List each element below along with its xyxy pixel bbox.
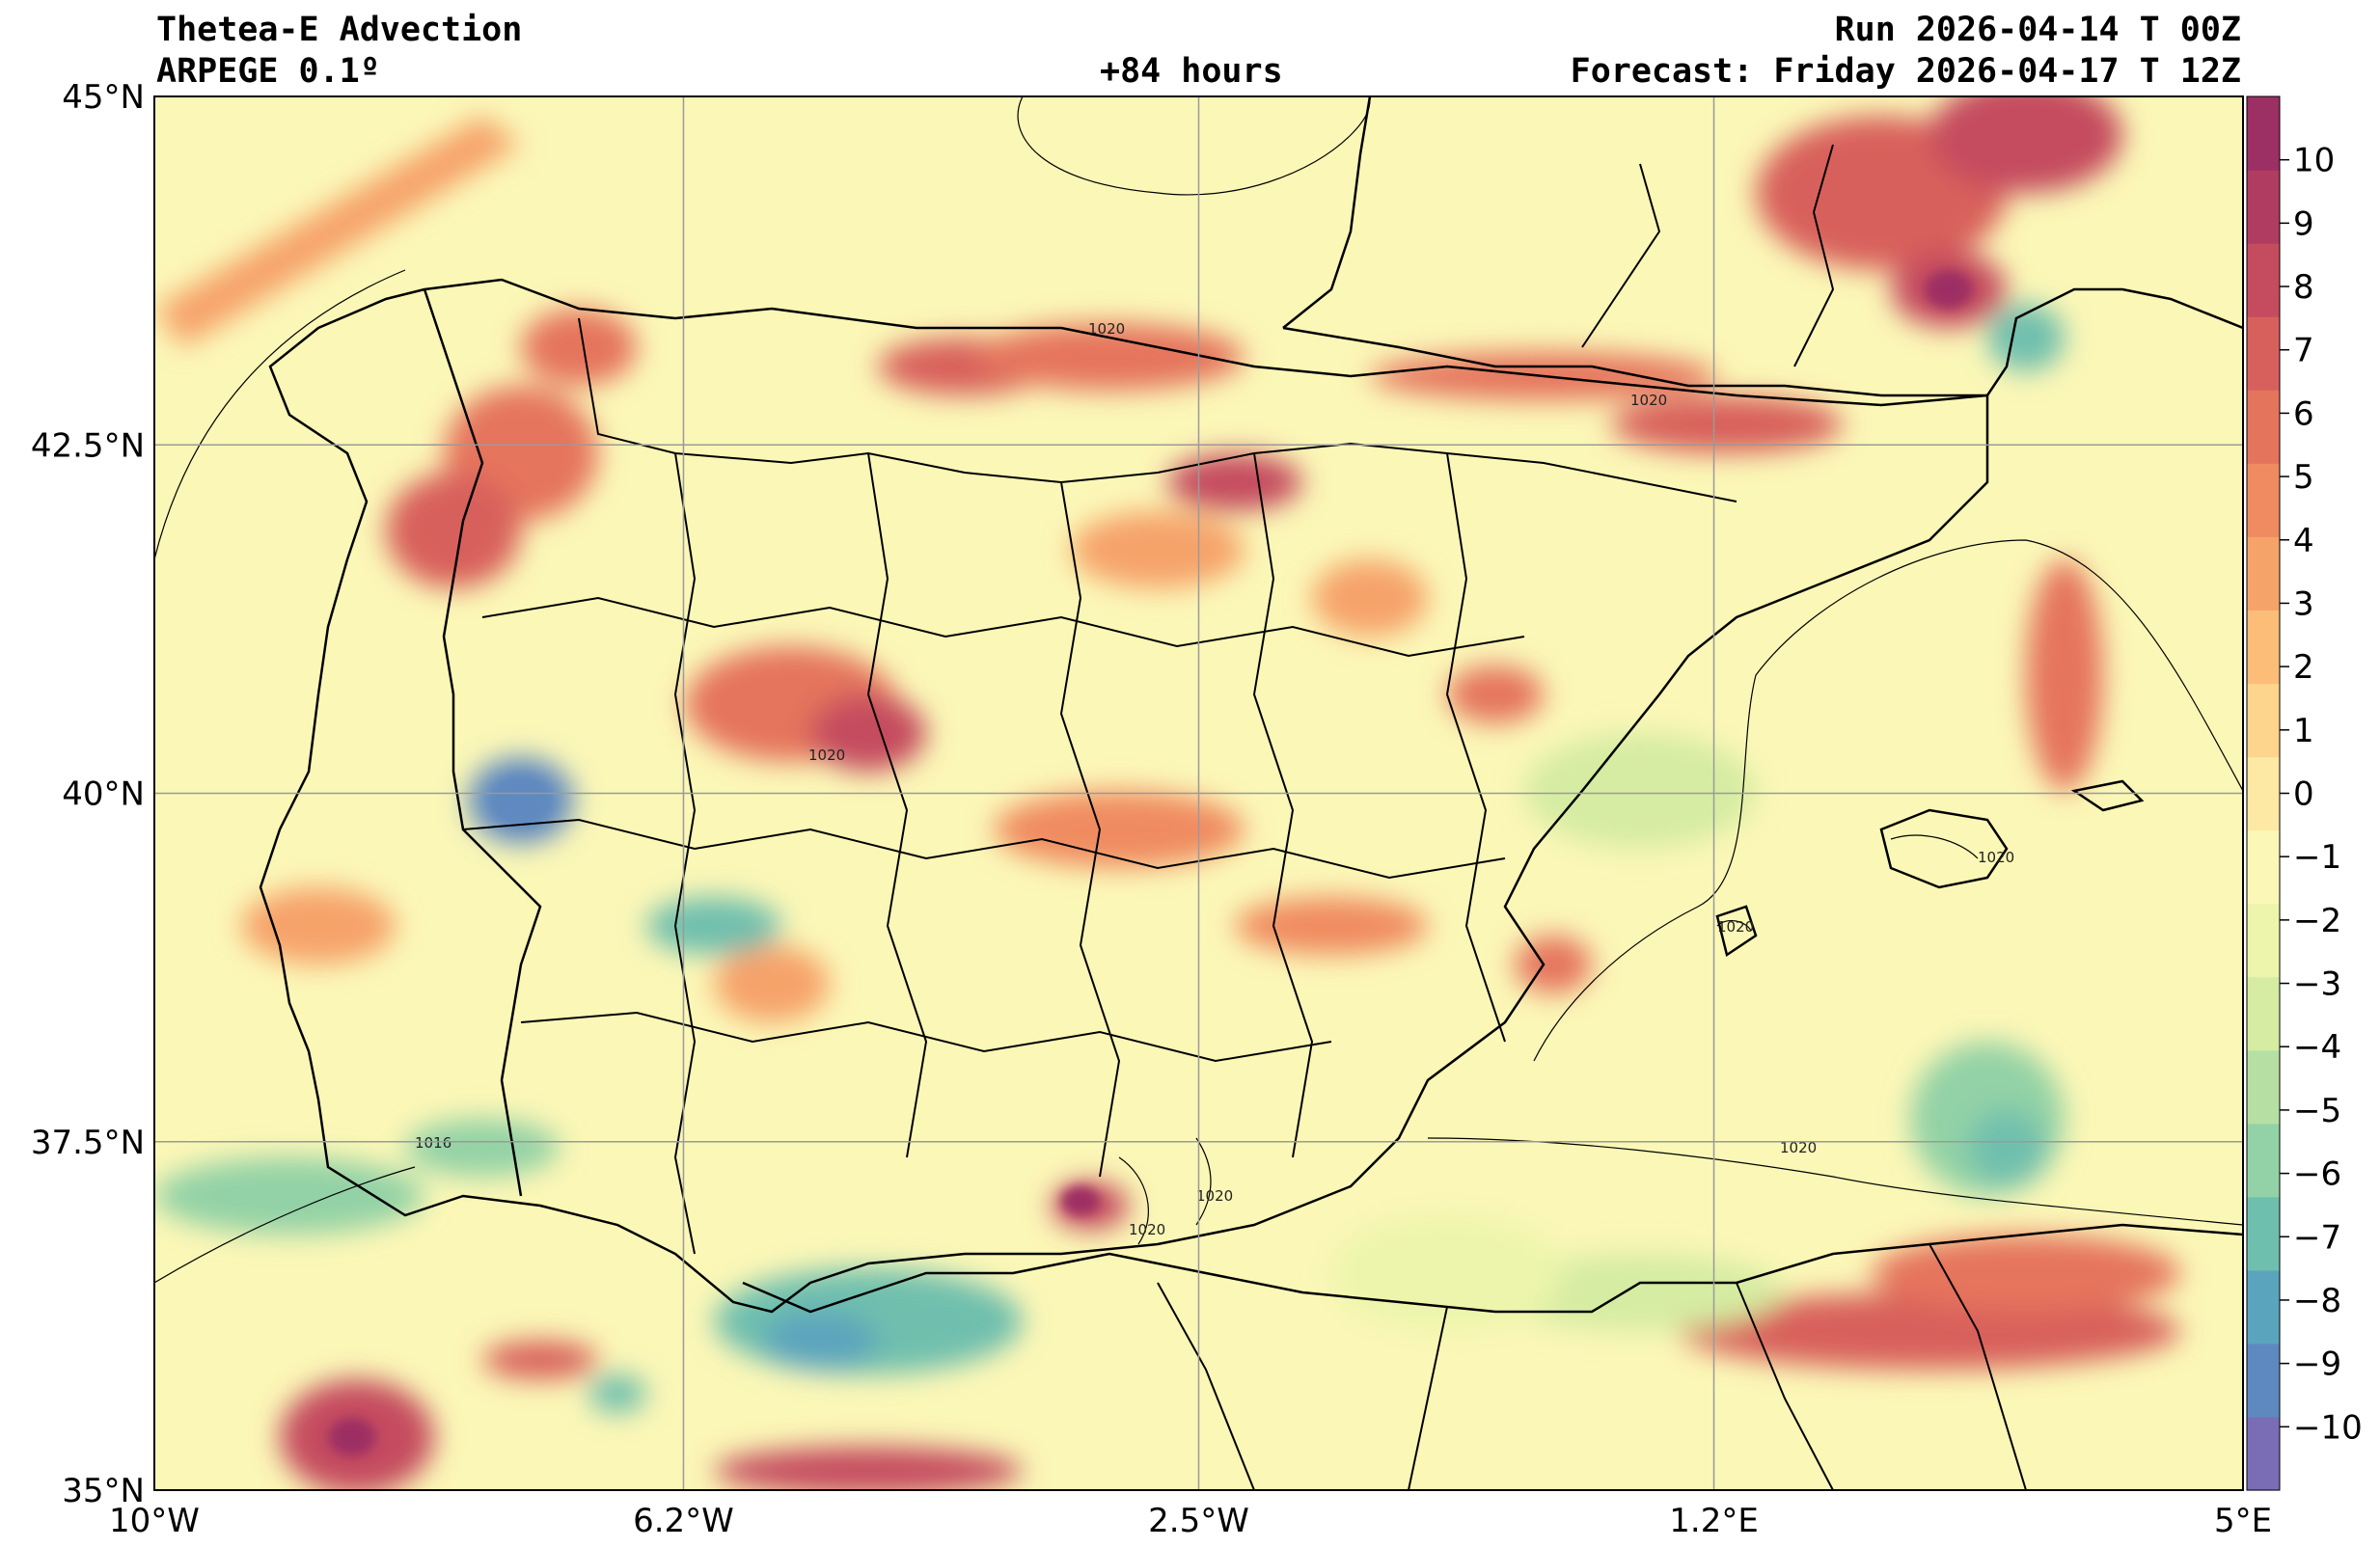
colorbar-swatch — [2247, 170, 2280, 244]
colorbar-swatch — [2247, 976, 2280, 1051]
isobar-label: 1020 — [1978, 849, 2014, 866]
latitude-tick-label: 37.5°N — [31, 1124, 145, 1162]
latitude-tick-label: 42.5°N — [31, 426, 145, 465]
model-name: ARPEGE 0.1º — [156, 52, 380, 91]
graticule — [154, 96, 2243, 1490]
longitude-tick-label: 1.2°E — [1669, 1502, 1759, 1540]
colorbar-tick-label: 10 — [2293, 142, 2335, 180]
colorbar-swatch — [2247, 390, 2280, 464]
colorbar-tick-label: 5 — [2293, 458, 2314, 497]
colorbar-tick-label: 7 — [2293, 332, 2314, 370]
isobar-label: 1020 — [1717, 918, 1754, 936]
colorbar-tick-label: −4 — [2293, 1028, 2341, 1067]
isobar-label: 1020 — [1780, 1139, 1817, 1156]
colorbar-tick-label: −1 — [2293, 838, 2341, 877]
forecast-time: Forecast: Friday 2026-04-17 T 12Z — [1570, 52, 2241, 91]
isobar-label: 1020 — [1088, 320, 1125, 338]
isobar-label: 1020 — [1630, 392, 1667, 409]
isobar-labels: 1020 1020 1020 1020 1020 1020 1020 1020 … — [415, 320, 2014, 1238]
coastlines-and-borders — [259, 96, 2243, 1490]
colorbar-swatch — [2247, 1416, 2280, 1491]
isobar-label: 1020 — [1196, 1187, 1233, 1205]
colorbar-swatch — [2247, 243, 2280, 317]
colorbar-swatch — [2247, 1343, 2280, 1418]
lead-time: +84 hours — [1100, 52, 1283, 91]
colorbar-tick-label: −8 — [2293, 1282, 2341, 1320]
latitude-tick-label: 40°N — [62, 775, 145, 814]
colorbar-tick-label: −2 — [2293, 902, 2341, 940]
longitude-tick-label: 6.2°W — [633, 1502, 734, 1540]
ibiza-coastline — [1715, 905, 1758, 958]
map-frame — [153, 95, 2244, 1491]
colorbar-swatch — [2247, 316, 2280, 391]
colorbar-tick-label: 1 — [2293, 712, 2314, 750]
province-boundaries — [462, 144, 2027, 1490]
isobar-label: 1016 — [415, 1134, 451, 1152]
isobar-label: 1020 — [1129, 1221, 1165, 1238]
colorbar-swatch — [2247, 829, 2280, 905]
longitude-tick-label: 10°W — [109, 1502, 200, 1540]
colorbar-tick-label: 6 — [2293, 394, 2314, 433]
map-title: Thetea-E Advection — [156, 11, 523, 49]
colorbar-tick-label: −3 — [2293, 965, 2341, 1004]
colorbar-tick-label: 4 — [2293, 522, 2314, 560]
isobar-label: 1020 — [808, 747, 845, 764]
colorbar-swatch — [2247, 1269, 2280, 1344]
colorbar-tick-label: 9 — [2293, 204, 2314, 243]
colorbar-frame — [2246, 95, 2281, 1491]
colorbar-swatch — [2247, 463, 2280, 537]
france-border — [1282, 287, 2243, 397]
mallorca-coastline — [1879, 808, 2009, 889]
colorbar-tick-label: −10 — [2293, 1408, 2363, 1447]
colorbar-tick-label: 8 — [2293, 268, 2314, 307]
colorbar-tick-label: 0 — [2293, 775, 2314, 814]
latitude-tick-label: 35°N — [62, 1472, 145, 1510]
advection-cores — [328, 270, 1973, 1456]
colorbar-swatch — [2247, 1123, 2280, 1198]
colorbar-swatch — [2247, 610, 2280, 685]
colorbar-tick-label: −7 — [2293, 1218, 2341, 1257]
latitude-axis: 45°N 42.5°N 40°N 37.5°N 35°N — [31, 78, 145, 1510]
longitude-tick-label: 5°E — [2214, 1502, 2272, 1540]
france-coastline — [1282, 96, 1372, 329]
colorbar-swatch — [2247, 1196, 2280, 1271]
colorbar-tick-label: −6 — [2293, 1155, 2341, 1194]
longitude-tick-label: 2.5°W — [1148, 1502, 1249, 1540]
iberia-coastline — [259, 278, 1989, 1314]
colorbar-swatch — [2247, 536, 2280, 611]
colorbar-swatch — [2247, 903, 2280, 978]
colorbar-tick-label: 2 — [2293, 648, 2314, 687]
colorbar-tick-label: −5 — [2293, 1092, 2341, 1130]
colorbar-tick-label: −9 — [2293, 1345, 2341, 1384]
colorbar-swatch — [2247, 96, 2280, 171]
colorbar-swatch — [2247, 683, 2280, 758]
map-plot-area: 1020 1020 1020 1020 1020 1020 1020 1020 … — [154, 96, 2243, 1490]
run-time: Run 2026-04-14 T 00Z — [1834, 11, 2241, 49]
colorbar-swatch — [2247, 1049, 2280, 1125]
portugal-spain-border — [423, 288, 542, 1197]
isobars — [154, 96, 2243, 1284]
menorca-coastline — [2070, 779, 2145, 812]
longitude-axis: 10°W 6.2°W 2.5°W 1.2°E 5°E — [109, 1502, 2272, 1540]
colorbar-swatch — [2247, 756, 2280, 831]
latitude-tick-label: 45°N — [62, 78, 145, 117]
colorbar-tick-label: 3 — [2293, 584, 2314, 623]
